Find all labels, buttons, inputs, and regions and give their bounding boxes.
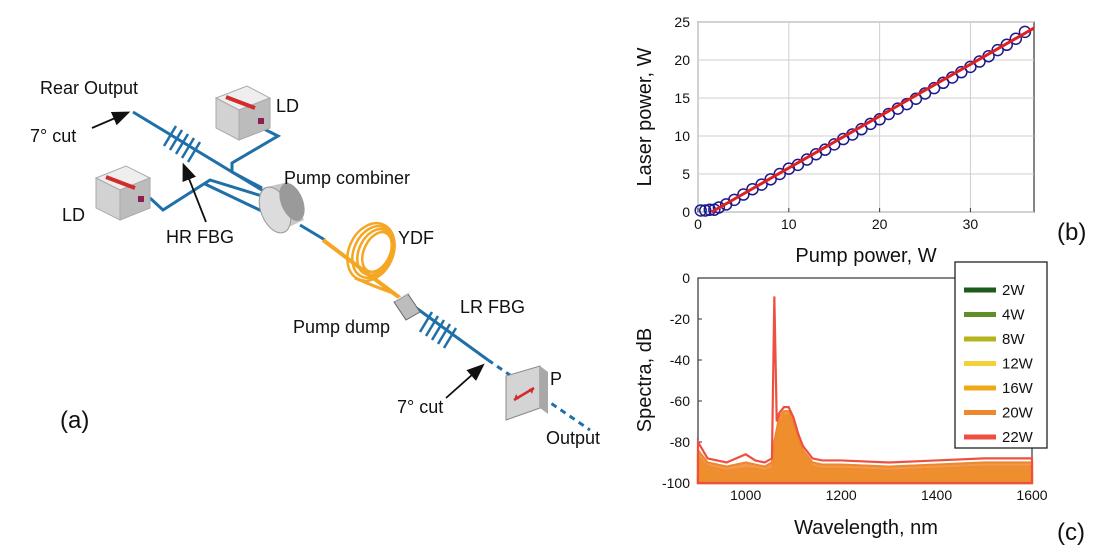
legend-c: 2W 4W 8W 12W 16W 20W 22W [954, 261, 1048, 449]
label-ld-top: LD [276, 96, 299, 116]
output-beam [487, 358, 591, 432]
chart-laser-power: 0 10 20 30 0 5 10 15 20 25 Pump power, W Laser po… [634, 14, 1086, 267]
tick-b-x-3: 30 [963, 216, 979, 232]
label-lr-fbg: LR FBG [460, 297, 525, 317]
chart-spectra: 1000 1200 1400 1600 0 -20 -40 -60 -80 -100 2W 4W 8W… [634, 261, 1085, 546]
cut-top-arrow [91, 111, 131, 129]
xlabel-b: Pump power, W [795, 245, 936, 267]
tick-b-y-5: 25 [674, 14, 690, 30]
data-point-36 [1000, 38, 1014, 52]
marks-b [694, 25, 1035, 217]
label-hr-fbg: HR FBG [166, 227, 234, 247]
combiner-input-fiber-2 [204, 182, 269, 216]
tick-b-y-2: 10 [674, 128, 690, 144]
tick-b-y-3: 15 [674, 90, 690, 106]
data-point-1 [699, 204, 712, 217]
pump-dump [393, 290, 421, 321]
data-point-38 [1018, 25, 1032, 39]
tick-b-x-1: 10 [781, 216, 797, 232]
label-pump-dump: Pump dump [293, 317, 390, 337]
ydf-coil [321, 222, 402, 300]
data-point-7 [737, 188, 750, 201]
ylabel-b: Laser power, W [634, 47, 656, 186]
tick-c-y-1: -20 [670, 311, 690, 327]
plot-frame-b [697, 21, 1035, 213]
panel-label-c: (c) [1057, 519, 1085, 546]
ld-left-pump-fiber [148, 178, 263, 212]
data-point-37 [1009, 32, 1023, 45]
data-point-10 [764, 173, 777, 186]
tick-c-x-1: 1200 [826, 487, 857, 503]
legend-label-4W: 4W [1002, 307, 1025, 324]
tick-b-y-4: 20 [674, 52, 690, 68]
ticks-c: 1000 1200 1400 1600 0 -20 -40 -60 -80 -100 [662, 270, 1048, 503]
label-output: Output [546, 428, 600, 448]
tick-c-x-0: 1000 [730, 487, 761, 503]
data-point-0 [694, 204, 707, 217]
output-fiber [407, 300, 489, 362]
panel-label-b: (b) [1057, 219, 1086, 246]
fiber-paths [132, 110, 489, 362]
tick-c-y-4: -80 [670, 434, 690, 450]
spectrum-22W [696, 296, 1034, 485]
data-point-4 [712, 201, 726, 214]
setup-schematic: Rear Output LD 7° cut LD HR FBG Pump com… [30, 78, 600, 448]
label-pump-combiner: Pump combiner [284, 168, 410, 188]
tick-b-y-0: 0 [682, 204, 690, 220]
hr-fbg [162, 125, 202, 163]
legend-label-16W: 16W [1002, 380, 1034, 397]
tick-c-y-3: -60 [670, 393, 690, 409]
tick-b-y-1: 5 [682, 166, 690, 182]
ld-left-diode [94, 165, 152, 221]
fit-line [710, 26, 1035, 214]
panel-label-a: (a) [60, 407, 89, 434]
label-polarizer: P [550, 369, 562, 389]
legend-label-2W: 2W [1002, 282, 1025, 299]
ld-top-diode [214, 85, 272, 141]
pump-combiner [258, 182, 305, 234]
legend-label-12W: 12W [1002, 356, 1034, 373]
data-point-6 [728, 193, 741, 207]
combiner-output-fiber [299, 223, 326, 242]
tick-b-x-0: 0 [694, 216, 702, 232]
cut-bottom-arrow [445, 363, 485, 399]
tick-c-y-5: -100 [662, 475, 690, 491]
data-point-35 [991, 43, 1004, 57]
label-ydf: YDF [398, 228, 434, 248]
lr-fbg [418, 311, 458, 349]
ld-top-pump-fiber [230, 126, 282, 190]
xlabel-c: Wavelength, nm [794, 517, 938, 539]
tick-c-x-3: 1600 [1016, 487, 1047, 503]
tick-c-x-2: 1400 [921, 487, 952, 503]
tick-b-x-2: 20 [872, 216, 888, 232]
tick-c-y-2: -40 [670, 352, 690, 368]
label-rear-output: Rear Output [40, 78, 138, 98]
spectrum-20W [696, 410, 1034, 485]
ticks-b: 0 10 20 30 0 5 10 15 20 25 [674, 14, 978, 232]
marks-c [696, 296, 1034, 485]
tick-c-y-0: 0 [682, 270, 690, 286]
legend-label-20W: 20W [1002, 405, 1034, 422]
legend-label-22W: 22W [1002, 429, 1034, 446]
ylabel-c: Spectra, dB [634, 328, 656, 433]
grid-b [697, 21, 1034, 213]
label-cut-bottom: 7° cut [397, 397, 443, 417]
data-point-11 [773, 167, 786, 181]
hr-fbg-arrow [182, 162, 207, 223]
legend-label-8W: 8W [1002, 331, 1025, 348]
label-ld-left: LD [62, 205, 85, 225]
label-cut-top: 7° cut [30, 126, 76, 146]
data-point-9 [755, 178, 768, 191]
polarizer [505, 365, 548, 421]
